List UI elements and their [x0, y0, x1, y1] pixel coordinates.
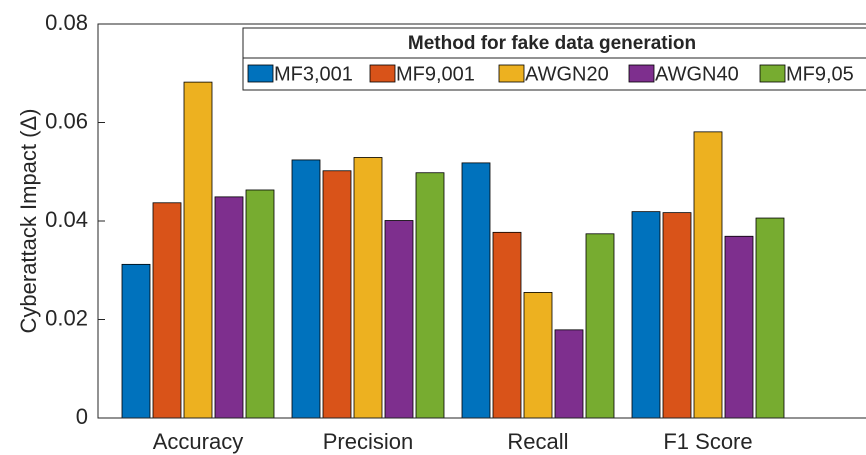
y-axis-label: Cyberattack Impact (Δ): [16, 109, 41, 334]
legend-swatch: [498, 64, 525, 83]
legend-swatch: [247, 64, 274, 83]
x-tick-label: Precision: [323, 429, 413, 454]
y-tick-label: 0.06: [45, 108, 88, 133]
legend-swatch: [759, 64, 786, 83]
legend-label: MF9,001: [396, 63, 475, 85]
legend-label: AWGN40: [655, 63, 739, 85]
bar: [214, 196, 244, 419]
legend-label: MF3,001: [274, 63, 353, 85]
bar: [724, 235, 754, 419]
legend-swatch: [369, 64, 396, 83]
bar: [631, 211, 661, 419]
bar: [322, 170, 352, 419]
bar: [384, 220, 414, 419]
y-tick-label: 0.04: [45, 207, 88, 232]
legend-label: AWGN20: [525, 63, 609, 85]
bar: [693, 131, 723, 419]
bar: [121, 263, 151, 419]
legend-title: Method for fake data generation: [408, 33, 696, 54]
bar: [585, 233, 615, 419]
bar: [415, 172, 445, 419]
bar: [554, 329, 584, 419]
bar: [183, 81, 213, 419]
legend-label: MF9,05: [786, 63, 854, 85]
bar: [523, 292, 553, 419]
bar: [152, 202, 182, 419]
bar: [291, 159, 321, 419]
y-tick-label: 0.02: [45, 305, 88, 330]
y-tick-label: 0.08: [45, 10, 88, 35]
x-tick-label: Recall: [507, 429, 568, 454]
legend-swatch: [628, 64, 655, 83]
y-tick-label: 0: [76, 404, 88, 429]
bar: [353, 157, 383, 419]
bar: [245, 189, 275, 419]
bar: [492, 231, 522, 419]
bar: [755, 217, 785, 419]
x-tick-label: F1 Score: [663, 429, 752, 454]
bar: [461, 162, 491, 419]
x-tick-label: Accuracy: [153, 429, 243, 454]
bar: [662, 212, 692, 419]
